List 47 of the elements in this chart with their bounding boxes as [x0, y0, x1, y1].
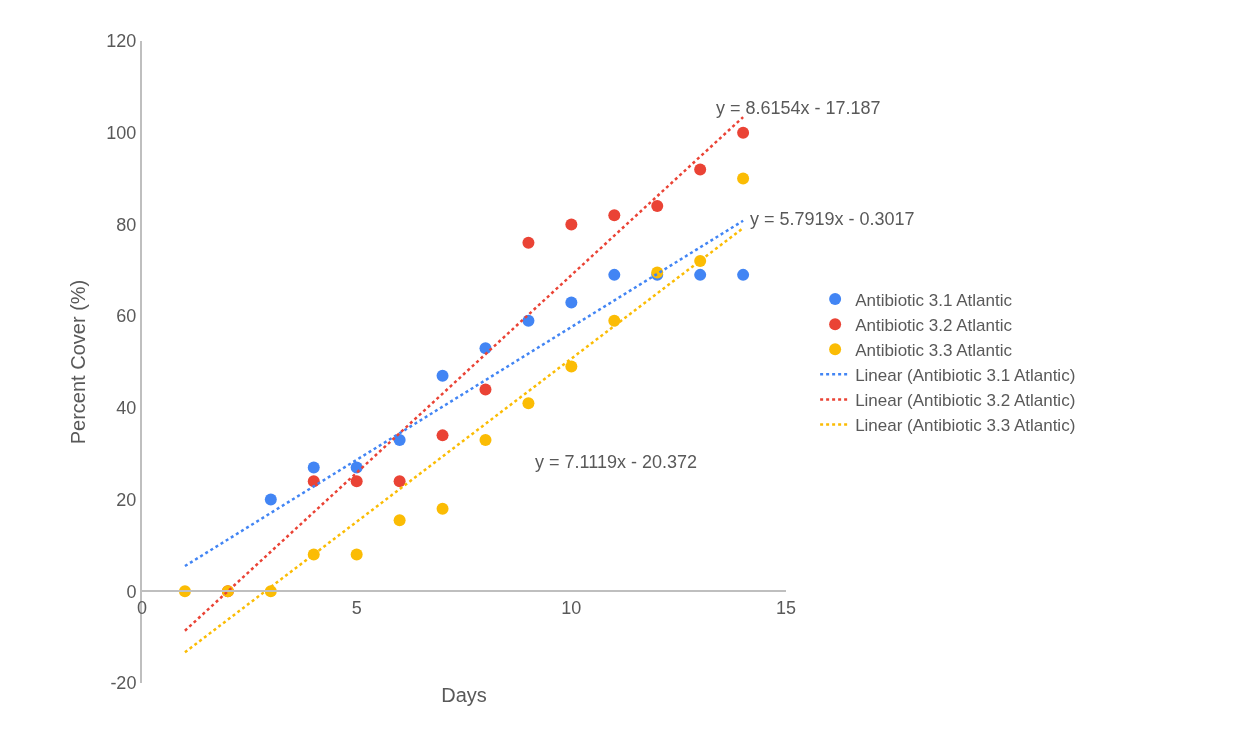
point — [436, 369, 449, 382]
point — [565, 296, 578, 309]
y-tick-label: 0 — [126, 581, 137, 602]
legend-label: Linear (Antibiotic 3.2 Atlantic) — [855, 391, 1076, 411]
y-tick-label: 40 — [116, 398, 137, 419]
y-tick-label: 120 — [106, 31, 137, 52]
point — [651, 200, 664, 213]
legend-label: Linear (Antibiotic 3.3 Atlantic) — [855, 416, 1076, 436]
y-axis-title: Percent Cover (%) — [67, 279, 90, 445]
legend-label: Linear (Antibiotic 3.1 Atlantic) — [855, 365, 1076, 385]
y-tick-label: 100 — [106, 123, 137, 144]
x-tick-label: 5 — [351, 597, 362, 618]
legend-label: Antibiotic 3.3 Atlantic — [855, 340, 1013, 360]
point — [393, 475, 406, 488]
y-tick-label: 80 — [116, 214, 137, 235]
point — [350, 475, 363, 488]
point — [565, 360, 578, 373]
annotation: y = 7.1119x - 20.372 — [535, 452, 697, 472]
point — [393, 514, 406, 527]
point — [350, 548, 363, 561]
point — [565, 218, 578, 231]
point — [737, 126, 750, 139]
point — [479, 433, 492, 446]
point — [694, 268, 707, 281]
point — [608, 209, 621, 222]
legend-label: Antibiotic 3.1 Atlantic — [855, 290, 1013, 310]
annotation: y = 8.6154x - 17.187 — [716, 98, 881, 118]
point — [264, 493, 277, 506]
point — [694, 163, 707, 176]
x-tick-label: 15 — [776, 597, 797, 618]
point — [522, 314, 535, 327]
point — [522, 397, 535, 410]
y-tick-label: 60 — [116, 306, 137, 327]
point — [436, 429, 449, 442]
x-tick-label: 10 — [561, 597, 582, 618]
point — [479, 383, 492, 396]
annotation: y = 5.7919x - 0.3017 — [750, 209, 915, 229]
x-axis-title: Days — [441, 683, 487, 706]
point — [522, 236, 535, 249]
y-tick-label: -20 — [110, 673, 137, 694]
point — [737, 268, 750, 281]
y-tick-label: 20 — [116, 489, 137, 510]
point — [737, 172, 750, 185]
point — [436, 502, 449, 515]
point — [307, 461, 320, 474]
legend-label: Antibiotic 3.2 Atlantic — [855, 315, 1013, 335]
point — [608, 268, 621, 281]
